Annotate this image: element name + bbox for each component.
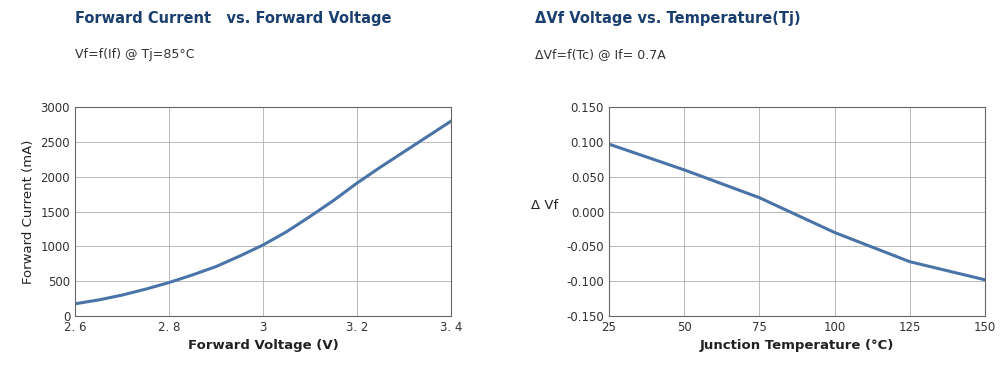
X-axis label: Forward Voltage (V): Forward Voltage (V) (188, 339, 338, 352)
Text: ΔVf Voltage vs. Temperature(Tj): ΔVf Voltage vs. Temperature(Tj) (535, 11, 801, 26)
Text: Vf=f(If) @ Tj=85°C: Vf=f(If) @ Tj=85°C (75, 48, 194, 61)
Text: Forward Current   vs. Forward Voltage: Forward Current vs. Forward Voltage (75, 11, 392, 26)
X-axis label: Junction Temperature (°C): Junction Temperature (°C) (700, 339, 894, 352)
Y-axis label: Forward Current (mA): Forward Current (mA) (22, 139, 35, 284)
Text: ΔVf=f(Tc) @ If= 0.7A: ΔVf=f(Tc) @ If= 0.7A (535, 48, 666, 61)
Y-axis label: Δ Vf: Δ Vf (531, 199, 558, 211)
